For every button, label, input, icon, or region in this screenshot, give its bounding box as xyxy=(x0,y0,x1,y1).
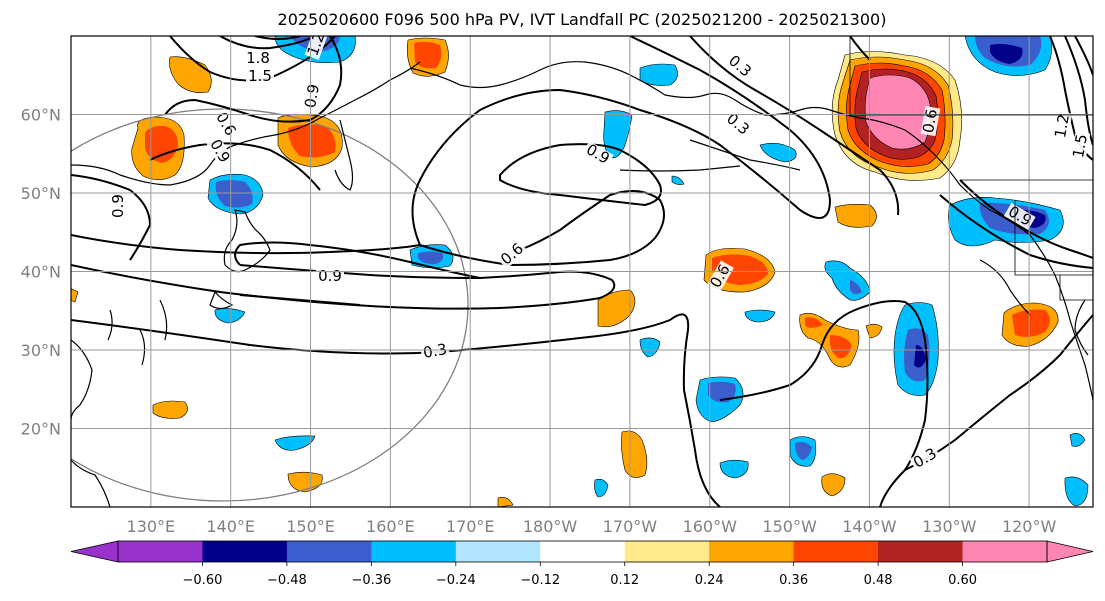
lat-tick-label: 20°N xyxy=(21,420,61,439)
lon-tick-label: 180°W xyxy=(523,517,578,536)
lon-tick-label: 130°W xyxy=(922,517,977,536)
colorbar-segment xyxy=(202,541,288,562)
colorbar-segment xyxy=(624,541,710,562)
latitude-tick-labels: 60°N 50°N 40°N 30°N 20°N xyxy=(21,106,61,439)
lon-tick-label: 120°W xyxy=(1002,517,1057,536)
lon-tick-label: 170°E xyxy=(446,517,495,536)
colorbar-tick-label: 0.60 xyxy=(948,573,977,588)
lon-tick-label: 140°E xyxy=(206,517,255,536)
colorbar-tick-label: 0.12 xyxy=(610,573,639,588)
pv-contour-0.6 xyxy=(71,36,832,255)
state-borders xyxy=(849,36,1093,301)
landfall-region-circle xyxy=(71,108,469,502)
contour-label: 0.9 xyxy=(318,267,342,285)
gridlines xyxy=(71,36,1093,507)
contour-label: 1.5 xyxy=(1069,133,1091,160)
colorbar-extend-min xyxy=(70,540,119,563)
contour-label: 0.9 xyxy=(109,194,127,218)
colorbar-tick-label: 0.48 xyxy=(864,573,893,588)
colorbar-segment xyxy=(878,541,964,562)
chart-title: 2025020600 F096 500 hPa PV, IVT Landfall… xyxy=(278,10,887,29)
longitude-tick-labels: 130°E 140°E 150°E 160°E 170°E 180°W 170°W 160°W… xyxy=(127,517,1057,536)
colorbar-tick-label: 0.24 xyxy=(695,573,724,588)
colorbar-segment xyxy=(118,541,203,562)
colorbar-tick-label: −0.36 xyxy=(351,573,391,588)
lon-tick-label: 150°W xyxy=(762,517,817,536)
colorbar-tick-label: −0.48 xyxy=(267,573,307,588)
lon-tick-label: 160°E xyxy=(366,517,415,536)
pv-contour-0.3-south xyxy=(71,313,721,507)
lon-tick-label: 140°W xyxy=(842,517,897,536)
colorbar-segment xyxy=(371,541,457,562)
colorbar: −0.60 −0.48 −0.36 −0.24 −0.12 0.12 0.24 0.36 0.4… xyxy=(70,540,1094,588)
colorbar-segment xyxy=(286,541,372,562)
contour-label: 1.2 xyxy=(303,30,328,59)
colorbar-segment xyxy=(962,541,1048,562)
contour-label: 0.9 xyxy=(301,83,323,110)
lat-tick-label: 40°N xyxy=(21,263,61,282)
colorbar-segment xyxy=(709,541,795,562)
colorbar-segment xyxy=(540,541,626,562)
lat-tick-label: 50°N xyxy=(21,184,61,203)
map-frame xyxy=(70,35,1094,508)
map-panel: 1.81.51.20.90.60.90.90.60.90.30.30.60.90… xyxy=(71,30,1093,507)
colorbar-extend-max xyxy=(1046,540,1094,563)
contour-label: 1.2 xyxy=(1051,113,1073,140)
colorbar-tick-label: 0.36 xyxy=(779,573,808,588)
pv-contour-0.9-loop xyxy=(499,143,662,207)
colorbar-tick-label: −0.24 xyxy=(436,573,476,588)
colorbar-tick-label: −0.12 xyxy=(520,573,560,588)
contour-label: 0.3 xyxy=(422,340,449,362)
colorbar-segment xyxy=(793,541,879,562)
lat-tick-label: 30°N xyxy=(21,341,61,360)
lat-tick-label: 60°N xyxy=(21,106,61,125)
contour-label: 1.8 xyxy=(246,49,270,67)
lon-tick-label: 150°E xyxy=(286,517,335,536)
coastlines xyxy=(71,61,1093,507)
colorbar-segment xyxy=(455,541,541,562)
contour-label: 1.5 xyxy=(248,67,272,85)
lon-tick-label: 130°E xyxy=(127,517,176,536)
lon-tick-label: 170°W xyxy=(603,517,658,536)
colorbar-tick-label: −0.60 xyxy=(183,573,223,588)
lon-tick-label: 160°W xyxy=(683,517,738,536)
